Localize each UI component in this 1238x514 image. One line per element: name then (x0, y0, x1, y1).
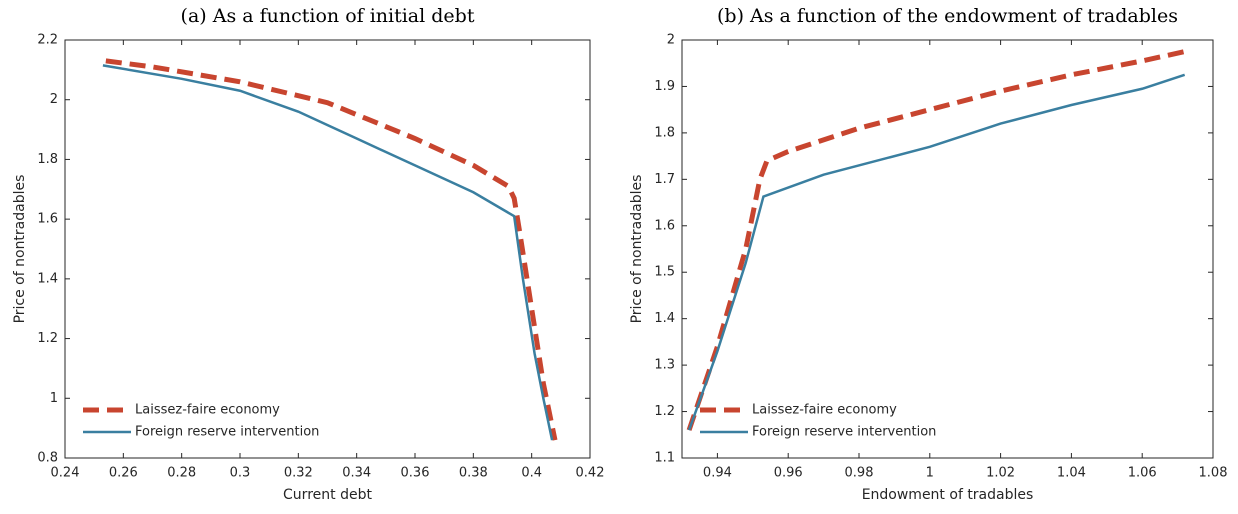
series-line (687, 73, 1186, 431)
y-tick-label: 1.1 (654, 451, 675, 466)
x-axis-label: Endowment of tradables (862, 487, 1034, 503)
y-tick-label: 0.8 (37, 451, 58, 466)
y-axis-label: Price of nontradables (12, 175, 28, 324)
y-tick-label: 1.6 (654, 218, 675, 233)
y-tick-label: 1 (50, 391, 58, 406)
chart-title: (b) As a function of the endowment of tr… (717, 5, 1178, 27)
legend-label: Foreign reserve intervention (752, 425, 936, 440)
x-tick-label: 0.32 (284, 466, 313, 481)
x-tick-label: 0.3 (230, 466, 251, 481)
series-line (105, 58, 558, 441)
x-tick-label: 0.34 (342, 466, 371, 481)
y-tick-label: 1.2 (37, 331, 58, 346)
x-tick-label: 0.24 (51, 466, 80, 481)
y-tick-label: 2 (667, 33, 675, 48)
x-tick-label: 1.06 (1128, 466, 1157, 481)
x-tick-label: 0.98 (845, 466, 874, 481)
x-axis-label: Current debt (283, 487, 372, 503)
y-tick-label: 2.2 (37, 33, 58, 48)
series-line (102, 64, 554, 441)
y-axis-label: Price of nontradables (629, 175, 645, 324)
series-line (686, 49, 1186, 431)
x-tick-label: 1.08 (1199, 466, 1228, 481)
y-tick-label: 1.2 (654, 404, 675, 419)
legend-label: Laissez-faire economy (752, 403, 897, 418)
x-tick-label: 0.96 (774, 466, 803, 481)
x-tick-label: 0.38 (459, 466, 488, 481)
y-tick-label: 1.4 (654, 311, 675, 326)
y-tick-label: 1.4 (37, 271, 58, 286)
x-tick-label: 1 (926, 466, 934, 481)
y-tick-label: 2 (50, 92, 58, 107)
y-tick-label: 1.9 (654, 79, 675, 94)
y-tick-label: 1.6 (37, 212, 58, 227)
legend-label: Laissez-faire economy (135, 403, 280, 418)
y-tick-label: 1.8 (654, 125, 675, 140)
x-tick-label: 1.04 (1057, 466, 1086, 481)
plot-frame (64, 39, 591, 459)
plot-frame (681, 39, 1214, 459)
y-tick-label: 1.7 (654, 172, 675, 187)
x-tick-label: 1.02 (986, 466, 1015, 481)
chart-title: (a) As a function of initial debt (181, 5, 475, 27)
y-tick-label: 1.5 (654, 265, 675, 280)
x-tick-label: 0.94 (703, 466, 732, 481)
x-tick-label: 0.4 (521, 466, 542, 481)
x-tick-label: 0.36 (401, 466, 430, 481)
x-tick-label: 0.42 (576, 466, 605, 481)
x-tick-label: 0.28 (167, 466, 196, 481)
legend-label: Foreign reserve intervention (135, 425, 319, 440)
x-tick-label: 0.26 (109, 466, 138, 481)
y-tick-label: 1.8 (37, 152, 58, 167)
y-tick-label: 1.3 (654, 358, 675, 373)
